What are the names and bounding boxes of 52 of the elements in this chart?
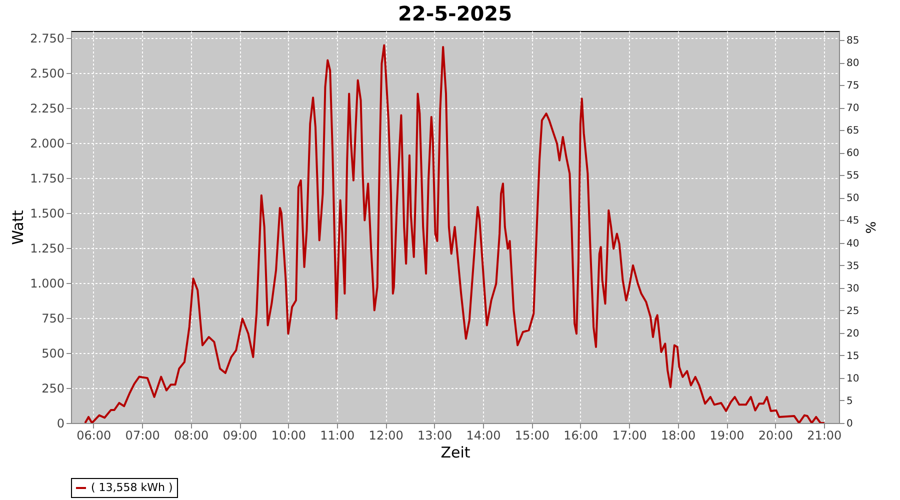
y-tick-label: 250 [42,382,64,396]
x-tick-label: 08:00 [174,428,209,442]
y2-tick-label: 30 [846,283,860,294]
y2-tick-label: 40 [846,238,860,250]
x-tick-label: 12:00 [368,428,404,442]
x-tick-label: 07:00 [125,428,160,442]
y-tick-label: 500 [42,346,64,360]
y2-tick-label: 85 [846,36,860,47]
x-tick-label: 20:00 [758,428,793,442]
y2-tick-label: 70 [846,103,860,114]
y-tick-label: 1.250 [30,242,64,256]
y2-tick-label: 55 [846,170,860,182]
x-tick-label: 18:00 [661,428,696,442]
y-tick-label: 0 [56,416,64,430]
y2-tick-label: 15 [846,350,860,362]
legend-label: ( 13,558 kWh ) [91,481,173,494]
y2-tick-label: 25 [846,306,860,317]
y2-tick-label: 75 [846,80,860,92]
y-tick-label: 2.250 [30,102,64,116]
y2-tick-label: 10 [846,373,860,384]
chart-title: 22-5-2025 [398,1,512,26]
x-tick-label: 21:00 [807,428,842,442]
y2-tick-label: 65 [846,126,860,137]
line-series [84,44,826,423]
y2-axis-title: % [862,221,878,234]
y-tick-label: 1.750 [30,172,64,186]
y2-tick-label: 60 [846,148,860,160]
y-tick-label: 2.750 [30,32,64,46]
x-tick-label: 16:00 [564,428,598,442]
y2-tick-label: 45 [846,216,860,227]
x-tick-label: 06:00 [76,428,112,442]
x-tick-label: 15:00 [514,428,550,442]
y2-tick-label: 5 [846,396,853,407]
x-tick-label: 10:00 [271,428,306,442]
y-tick-label: 1.000 [30,276,64,290]
y2-tick-label: 20 [846,328,860,340]
y2-tick-label: 80 [846,58,860,70]
x-tick-label: 14:00 [466,428,501,442]
y2-tick-label: 35 [846,260,860,272]
y-tick-label: 1.500 [30,206,64,220]
y2-tick-label: 50 [846,193,860,204]
y-axis-title: Watt [9,210,28,245]
x-tick-label: 09:00 [222,428,258,442]
x-axis-title: Zeit [440,444,470,462]
x-tick-label: 11:00 [320,428,355,442]
x-tick-label: 17:00 [612,428,647,442]
y-tick-label: 750 [42,312,64,326]
y-tick-label: 2.500 [30,66,64,80]
y-tick-label: 2.000 [30,136,64,150]
x-tick-label: 19:00 [710,428,744,442]
y2-tick-label: 0 [846,418,853,430]
x-tick-label: 13:00 [418,428,452,442]
